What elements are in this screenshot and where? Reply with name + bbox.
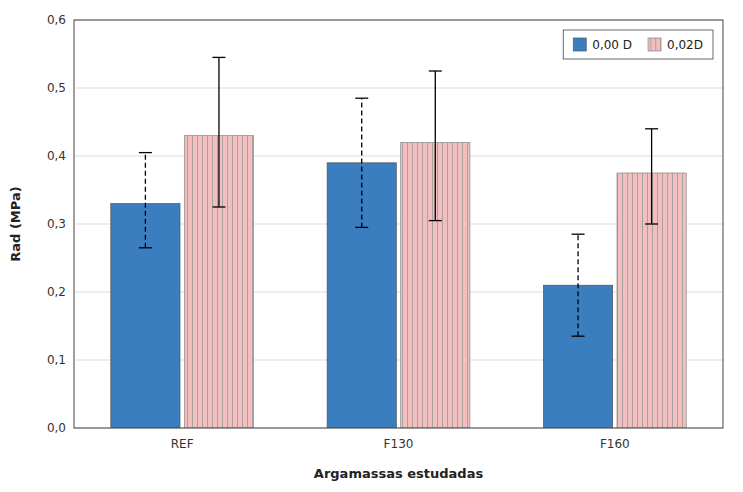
x-tick-label: F130 <box>384 437 414 451</box>
y-tick-label: 0,0 <box>47 421 66 435</box>
error-stem <box>218 57 219 207</box>
error-cap <box>355 227 368 228</box>
error-bar <box>645 129 658 224</box>
error-bar <box>212 57 225 207</box>
legend-swatch <box>648 38 661 51</box>
x-tick-label: REF <box>171 437 194 451</box>
y-tick-label: 0,5 <box>47 81 66 95</box>
error-cap <box>645 223 658 224</box>
series <box>184 57 686 428</box>
grid <box>74 20 723 428</box>
legend: 0,00 D 0,02D <box>563 30 713 59</box>
legend-frame <box>563 30 713 59</box>
error-stem <box>145 153 146 248</box>
x-axis: REF F130 F160 <box>171 437 630 451</box>
series <box>111 98 613 428</box>
grid-line <box>74 88 723 89</box>
error-stem <box>577 234 578 336</box>
y-tick-label: 0,4 <box>47 149 66 163</box>
error-stem <box>361 98 362 227</box>
error-stem <box>435 71 436 221</box>
legend-swatch <box>573 38 586 51</box>
y-tick-label: 0,6 <box>47 13 66 27</box>
chart-container: 0,0 0,1 0,2 0,3 0,4 0,5 0,6 REF F130 F160 Argamass… <box>0 0 743 492</box>
y-tick-label: 0,1 <box>47 353 66 367</box>
plot-frame <box>74 20 723 428</box>
y-axis: 0,0 0,1 0,2 0,3 0,4 0,5 0,6 <box>47 13 66 435</box>
error-cap <box>212 57 225 58</box>
plot-area <box>111 57 686 428</box>
x-tick-label: F160 <box>600 437 630 451</box>
y-tick-label: 0,3 <box>47 217 66 231</box>
chart-svg: 0,0 0,1 0,2 0,3 0,4 0,5 0,6 REF F130 F160 Argamass… <box>0 0 743 492</box>
error-cap <box>139 152 152 153</box>
error-cap <box>572 234 585 235</box>
error-cap <box>645 128 658 129</box>
grid-line <box>74 156 723 157</box>
error-cap <box>355 98 368 99</box>
bar <box>543 285 612 428</box>
error-cap <box>572 336 585 337</box>
error-stem <box>651 129 652 224</box>
error-bar <box>572 234 585 336</box>
y-axis-title: Rad (MPa) <box>8 186 23 261</box>
legend-label: 0,00 D <box>592 38 632 52</box>
error-bar <box>429 71 442 221</box>
error-bar <box>355 98 368 227</box>
error-cap <box>429 70 442 71</box>
x-axis-title: Argamassas estudadas <box>314 466 484 481</box>
error-cap <box>139 247 152 248</box>
legend-label: 0,02D <box>667 38 703 52</box>
y-tick-label: 0,2 <box>47 285 66 299</box>
error-cap <box>212 206 225 207</box>
error-bar <box>139 153 152 248</box>
error-cap <box>429 220 442 221</box>
